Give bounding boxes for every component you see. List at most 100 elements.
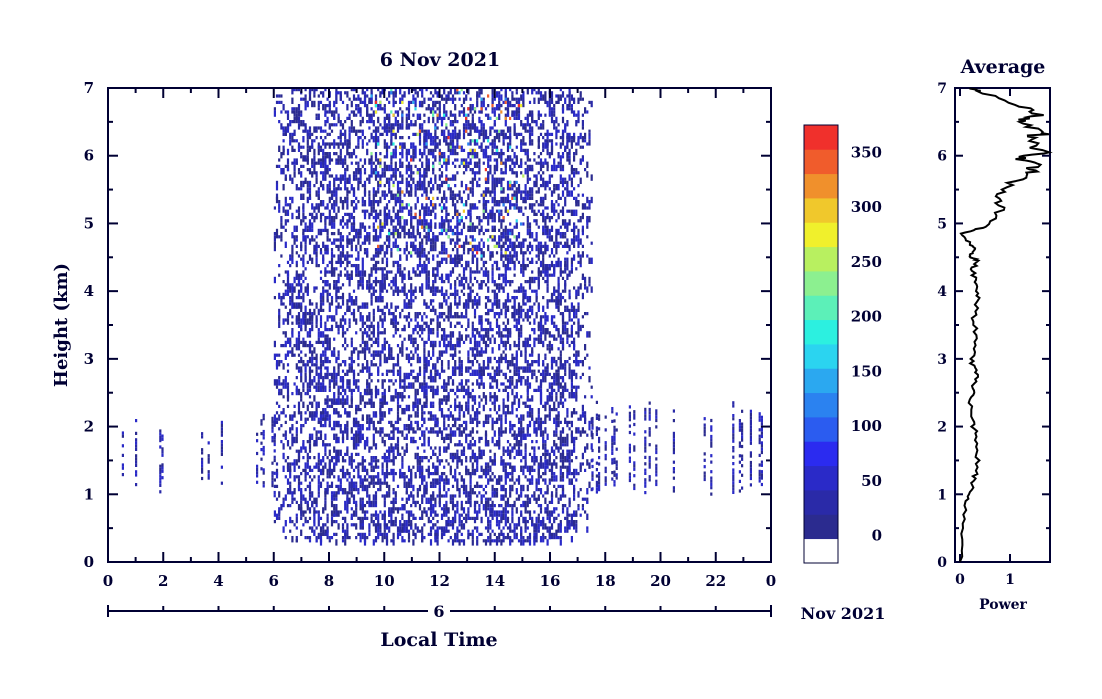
heatmap-cell [390,430,393,434]
heatmap-cell [328,372,331,376]
heatmap-cell [355,302,358,306]
heatmap-cell [476,171,479,175]
heatmap-cell [478,456,481,460]
heatmap-cell [385,142,389,149]
heatmap-cell [460,449,463,456]
heatmap-cell [368,372,371,380]
heatmap-cell [429,248,433,252]
heatmap-cell [333,270,336,277]
heatmap-cell [436,318,439,322]
heatmap-cell [346,436,349,440]
heatmap-cell [432,385,435,392]
heatmap-cell [344,312,347,316]
heatmap-cell [317,340,320,344]
heatmap-cell [306,196,309,204]
heatmap-cell [359,424,362,431]
heatmap-cell [346,536,349,540]
heatmap-cell [361,369,364,373]
heatmap-cell [302,388,305,392]
heatmap-cell [399,392,402,399]
heatmap-cell [460,366,463,370]
heatmap-cell [465,94,468,101]
heatmap-cell [337,244,340,252]
heatmap-cell [385,222,389,226]
heatmap-cell [304,216,307,220]
heatmap-cell [280,152,283,159]
heatmap-cell [421,385,424,392]
heatmap-cell [368,196,371,200]
heatmap-cell [410,318,413,322]
heatmap-cell [291,497,294,501]
heatmap-cell [372,363,375,367]
heatmap-cell [449,120,452,127]
heatmap-cell [401,123,404,130]
heatmap-cell [394,225,397,232]
heatmap-cell [377,187,380,191]
heatmap-cell [357,305,360,312]
heatmap-cell [495,411,499,415]
heatmap-cell [324,171,327,175]
heatmap-cell [330,516,334,520]
heatmap-cell [291,110,294,114]
heatmap-cell [454,360,457,367]
heatmap-cell [456,504,459,508]
heatmap-cell [487,318,490,325]
heatmap-cell [300,372,303,376]
heatmap-cell [324,347,327,351]
heatmap-cell [427,148,430,156]
heatmap-cell [346,385,349,389]
heatmap-cell [308,308,312,316]
heatmap-cell [300,296,303,300]
heatmap-cell [348,177,351,181]
heatmap-cell [460,478,463,482]
heatmap-cell [456,427,459,431]
heatmap-cell [295,427,298,434]
heatmap-cell [432,392,435,399]
heatmap-cell [368,494,371,501]
heatmap-cell [355,232,358,239]
heatmap-cell [357,462,360,469]
heatmap-cell [438,302,441,309]
heatmap-cell [311,171,314,178]
heatmap-cell [438,481,441,485]
heatmap-cell [489,408,492,412]
heatmap-cell [491,417,494,424]
heatmap-cell [467,392,470,399]
heatmap-cell [315,136,318,140]
heatmap-cell [295,270,298,277]
heatmap-cell [440,334,444,341]
heatmap-cell [337,228,340,236]
heatmap-cell [473,225,477,232]
heatmap-cell [456,158,459,162]
heatmap-cell [304,462,307,469]
heatmap-cell [484,328,488,332]
heatmap-cell [350,88,353,92]
heatmap-cell [297,123,301,130]
heatmap-cell [434,158,437,162]
heatmap-cell [489,398,492,402]
heatmap-cell [350,276,353,280]
heatmap-cell [473,516,477,524]
heatmap-cell [379,411,382,418]
heatmap-cell [412,248,415,252]
heatmap-cell [399,369,402,376]
heatmap-cell [438,187,441,194]
heatmap-cell [487,280,490,284]
heatmap-cell [456,254,459,261]
heatmap-cell [280,382,283,386]
heatmap-cell [348,324,351,328]
heatmap-cell [311,321,314,325]
heatmap-cell [339,468,342,472]
heatmap-cell [449,436,452,444]
heatmap-cell [392,315,395,322]
heatmap-cell [407,312,411,316]
heatmap-cell [361,129,364,136]
heatmap-cell [484,347,488,354]
heatmap-cell [418,312,422,316]
heatmap-cell [302,145,305,149]
heatmap-cell [313,363,316,367]
heatmap-cell [476,244,479,252]
heatmap-cell [447,334,450,338]
heatmap-cell [392,433,395,440]
heatmap-cell [357,488,360,492]
